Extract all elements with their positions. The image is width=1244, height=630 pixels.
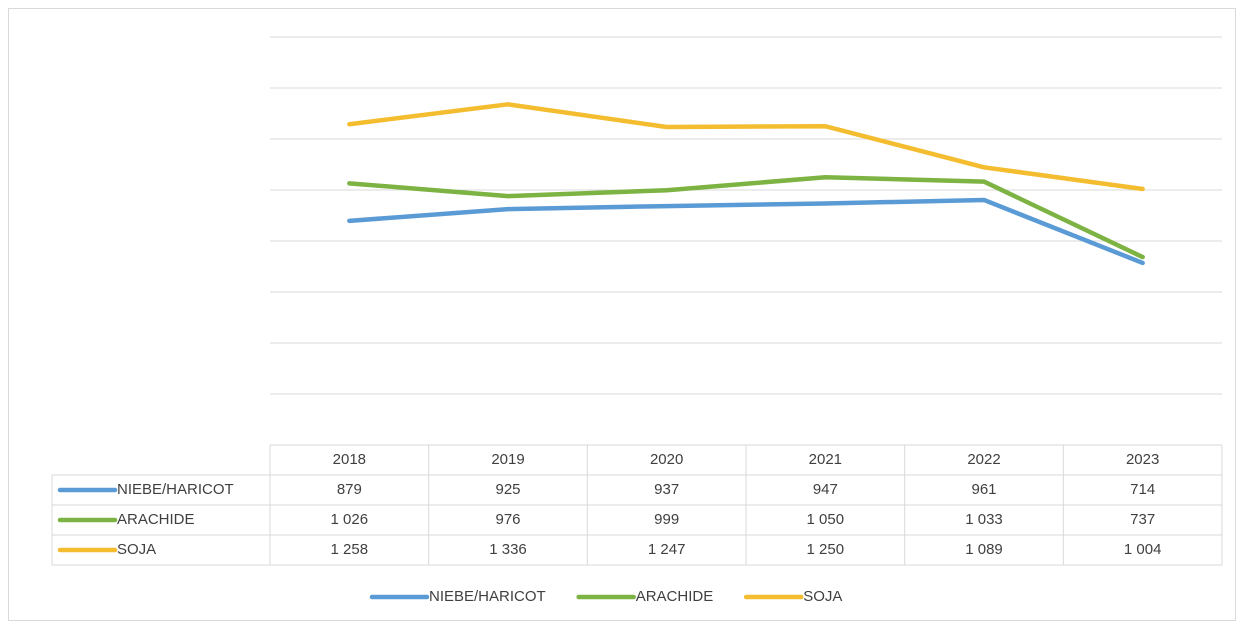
- table-value: 737: [1130, 511, 1155, 528]
- table-value: 937: [654, 481, 679, 498]
- legend-label: NIEBE/HARICOT: [429, 588, 546, 605]
- table-value: 947: [813, 481, 838, 498]
- x-tick-label: 2022: [967, 451, 1000, 468]
- table-value: 976: [495, 511, 520, 528]
- table-value: 1 033: [965, 511, 1003, 528]
- table-value: 1 250: [807, 541, 845, 558]
- row-label: ARACHIDE: [117, 511, 195, 528]
- table-value: 925: [495, 481, 520, 498]
- legend-label: ARACHIDE: [636, 588, 714, 605]
- row-label: NIEBE/HARICOT: [117, 481, 234, 498]
- x-tick-label: 2019: [491, 451, 524, 468]
- table-value: 1 258: [331, 541, 369, 558]
- table-value: 1 004: [1124, 541, 1162, 558]
- table-value: 1 247: [648, 541, 686, 558]
- x-tick-label: 2018: [333, 451, 366, 468]
- line-series: [347, 175, 1145, 260]
- chart-border: [8, 8, 1236, 621]
- x-tick-label: 2020: [650, 451, 683, 468]
- x-tick-label: 2023: [1126, 451, 1159, 468]
- table-value: 961: [971, 481, 996, 498]
- row-label: SOJA: [117, 541, 156, 558]
- x-tick-label: 2021: [809, 451, 842, 468]
- table-value: 1 050: [807, 511, 845, 528]
- line-series: [347, 197, 1145, 266]
- table-value: 879: [337, 481, 362, 498]
- table-value: 1 336: [489, 541, 527, 558]
- table-value: 999: [654, 511, 679, 528]
- table-value: 1 026: [331, 511, 369, 528]
- table-value: 714: [1130, 481, 1155, 498]
- table-value: 1 089: [965, 541, 1003, 558]
- legend-label: SOJA: [803, 588, 842, 605]
- line-series: [347, 102, 1145, 192]
